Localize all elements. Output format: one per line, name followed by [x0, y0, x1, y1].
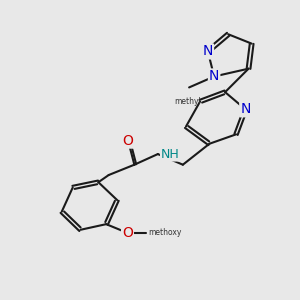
Text: O: O: [123, 134, 134, 148]
Text: O: O: [122, 226, 133, 240]
Text: N: N: [240, 102, 250, 116]
Text: N: N: [209, 70, 219, 83]
Text: NH: NH: [161, 148, 180, 160]
Text: methoxy: methoxy: [148, 228, 181, 237]
Text: methyl: methyl: [174, 97, 201, 106]
Text: N: N: [203, 44, 213, 58]
